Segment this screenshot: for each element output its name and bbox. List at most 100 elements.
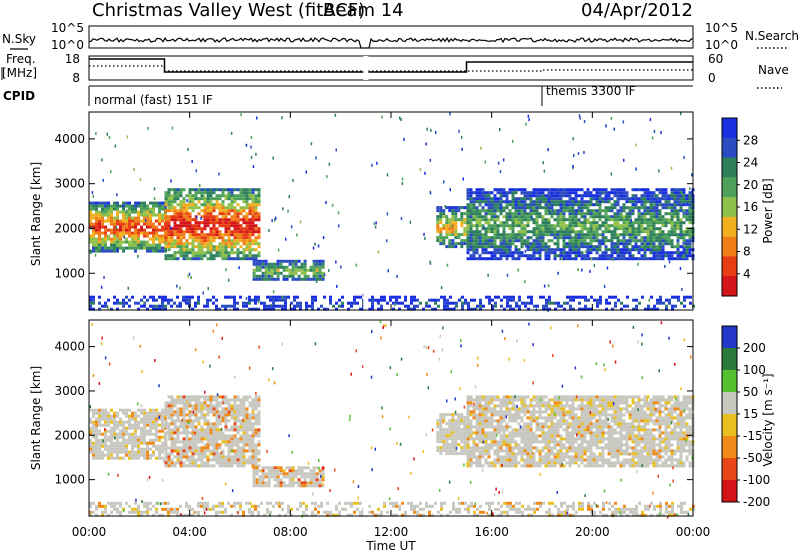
noise-point (409, 220, 412, 224)
echo-cell (131, 234, 134, 238)
echo-cell (134, 201, 137, 205)
echo-cell (203, 191, 207, 195)
echo-cell (188, 404, 192, 408)
echo-cell (137, 210, 140, 214)
echo-cell (137, 228, 140, 232)
echo-cell (140, 204, 143, 208)
echo-cell (230, 209, 234, 213)
echo-cell (167, 455, 171, 459)
echo-cell (224, 461, 228, 465)
noise-point (317, 244, 320, 248)
echo-cell (559, 209, 563, 213)
echo-cell (601, 188, 605, 192)
echo-cell (273, 484, 277, 488)
echo-cell (296, 295, 299, 299)
echo-cell (182, 254, 186, 258)
echo-cell (487, 236, 491, 240)
echo-cell (526, 218, 530, 222)
noise-point (434, 131, 437, 134)
echo-cell (182, 452, 186, 456)
echo-cell (267, 484, 271, 488)
echo-cell (104, 417, 107, 421)
echo-cell (419, 301, 422, 305)
echo-cell (188, 203, 192, 207)
echo-cell (487, 422, 491, 426)
echo-cell (224, 428, 228, 432)
echo-cell (484, 443, 488, 447)
echo-cell (98, 237, 101, 241)
echo-cell (610, 206, 614, 210)
echo-cell (191, 404, 195, 408)
echo-cell (682, 248, 686, 252)
echo-cell (502, 248, 506, 252)
noise-point (444, 205, 447, 208)
echo-cell (282, 472, 286, 476)
echo-cell (212, 254, 216, 258)
echo-cell (239, 245, 243, 249)
echo-cell (276, 265, 280, 269)
noise-point (543, 284, 546, 288)
echo-cell (550, 197, 554, 201)
echo-cell (460, 422, 464, 426)
echo-cell (535, 221, 539, 225)
noise-point (458, 129, 460, 133)
echo-cell (149, 420, 152, 424)
echo-cell (685, 257, 689, 261)
echo-cell (179, 209, 183, 213)
echo-cell (442, 413, 446, 417)
echo-cell (233, 197, 237, 201)
echo-cell (643, 197, 647, 201)
echo-cell (607, 197, 611, 201)
echo-cell (312, 277, 316, 281)
echo-cell (520, 236, 524, 240)
echo-cell (664, 221, 668, 225)
echo-cell (634, 194, 638, 198)
echo-cell (472, 224, 476, 228)
echo-cell (493, 188, 497, 192)
echo-cell (505, 194, 509, 198)
echo-cell (252, 472, 256, 476)
echo-cell (206, 428, 210, 432)
echo-cell (475, 233, 479, 237)
echo-cell (445, 230, 449, 234)
echo-cell (245, 304, 248, 308)
echo-cell (185, 452, 189, 456)
echo-cell (538, 188, 542, 192)
echo-cell (113, 426, 116, 430)
echo-cell (565, 203, 569, 207)
echo-cell (294, 271, 298, 275)
echo-cell (481, 236, 485, 240)
echo-cell (466, 461, 470, 465)
echo-cell (92, 240, 95, 244)
echo-cell (508, 215, 512, 219)
echo-cell (598, 239, 602, 243)
echo-cell (291, 262, 295, 266)
echo-cell (255, 259, 259, 263)
echo-cell (149, 426, 152, 430)
echo-cell (568, 230, 572, 234)
echo-cell (652, 209, 656, 213)
echo-cell (673, 188, 677, 192)
noise-point (443, 180, 445, 184)
echo-cell (203, 449, 207, 453)
echo-cell (143, 447, 146, 451)
echo-cell (236, 464, 240, 468)
echo-cell (245, 245, 249, 249)
echo-cell (553, 230, 557, 234)
noise-point (424, 171, 426, 175)
echo-cell (176, 455, 180, 459)
echo-cell (287, 295, 290, 299)
echo-cell (671, 307, 674, 311)
echo-cell (688, 203, 692, 207)
echo-cell (673, 206, 677, 210)
echo-cell (242, 191, 246, 195)
echo-cell (631, 200, 635, 204)
echo-cell (155, 435, 158, 439)
echo-cell (203, 422, 207, 426)
echo-cell (167, 416, 171, 420)
echo-cell (92, 234, 95, 238)
echo-cell (658, 191, 662, 195)
echo-cell (261, 472, 265, 476)
echo-cell (206, 301, 209, 305)
echo-cell (101, 243, 104, 247)
